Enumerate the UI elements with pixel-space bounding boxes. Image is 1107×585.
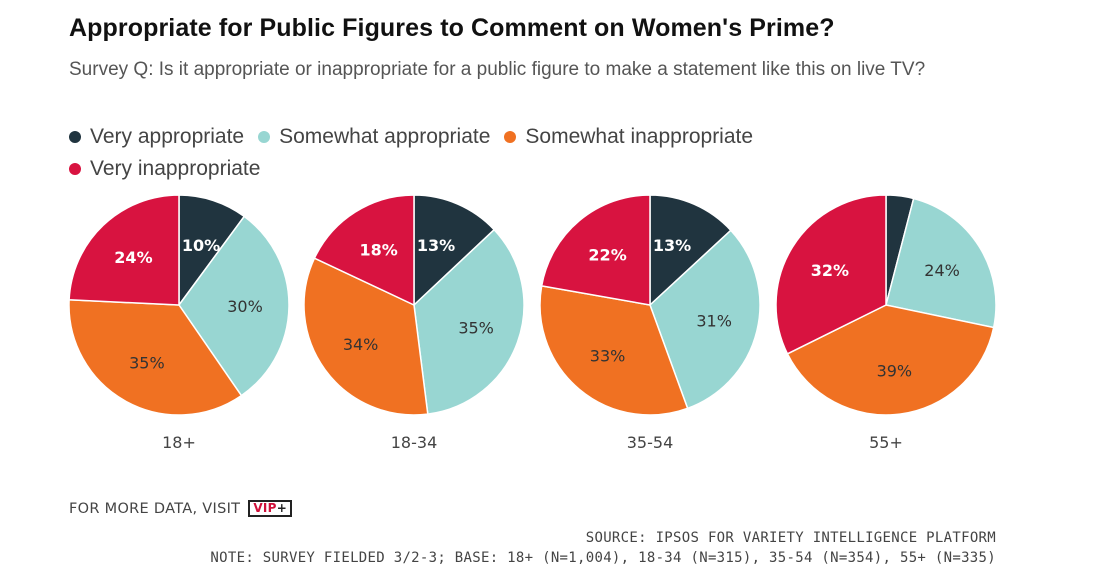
pie-18-34: 13% 35% 34% 18% 18-34 — [303, 194, 525, 452]
source-note: SOURCE: IPSOS FOR VARIETY INTELLIGENCE P… — [585, 530, 996, 546]
pie-charts: 10% 30% 35% 24% 18+ 13% 35% 34% 18% 18-34 13% 31% 33… — [68, 194, 997, 452]
legend-label-somewhat-appropriate: Somewhat appropriate — [279, 125, 491, 148]
data-label-35-54-very-appropriate: 13% — [653, 236, 691, 255]
data-label-18-34-very-inappropriate: 18% — [359, 240, 397, 259]
visit-text: FOR MORE DATA, VISIT — [69, 500, 241, 517]
data-label-55-somewhat-inappropriate: 39% — [877, 361, 913, 380]
legend-dot-very-inappropriate — [69, 163, 81, 175]
data-label-55-very-inappropriate: 32% — [811, 261, 849, 280]
slice-18-34-very-appropriate — [413, 194, 496, 307]
slice-55-somewhat-appropriate — [885, 197, 997, 329]
legend: Very appropriate Somewhat appropriate So… — [69, 121, 969, 185]
pie-18: 10% 30% 35% 24% 18+ — [68, 194, 290, 452]
chart-title: Appropriate for Public Figures to Commen… — [69, 14, 835, 42]
legend-item-somewhat-inappropriate: Somewhat inappropriate — [504, 121, 753, 153]
slice-18-34-very-inappropriate — [313, 194, 415, 307]
data-label-35-54-very-inappropriate: 22% — [588, 245, 626, 264]
data-label-18-somewhat-inappropriate: 35% — [129, 354, 165, 373]
pie-caption-55: 55+ — [869, 433, 903, 452]
legend-item-somewhat-appropriate: Somewhat appropriate — [258, 121, 490, 153]
base-note: NOTE: SURVEY FIELDED 3/2-3; BASE: 18+ (N… — [210, 550, 996, 566]
slice-35-54-very-appropriate — [649, 194, 732, 307]
legend-dot-somewhat-appropriate — [258, 131, 271, 143]
slice-18-somewhat-appropriate — [178, 215, 290, 397]
footer-visit: FOR MORE DATA, VISIT VIP+ — [69, 500, 293, 517]
legend-label-very-inappropriate: Very inappropriate — [90, 157, 261, 180]
pie-35-54: 13% 31% 33% 22% 35-54 — [539, 194, 761, 452]
pie-caption-18-34: 18-34 — [391, 433, 438, 452]
data-label-18-somewhat-appropriate: 30% — [227, 297, 263, 316]
slice-55-very-inappropriate — [775, 194, 887, 355]
data-label-18-34-very-appropriate: 13% — [417, 236, 455, 255]
slice-18-34-somewhat-appropriate — [413, 228, 525, 415]
slice-35-54-somewhat-inappropriate — [539, 285, 689, 416]
legend-label-very-appropriate: Very appropriate — [90, 125, 245, 148]
slice-35-54-somewhat-appropriate — [649, 229, 761, 410]
slice-55-somewhat-inappropriate — [786, 304, 995, 416]
chart-subtitle: Survey Q: Is it appropriate or inappropr… — [69, 59, 926, 80]
data-label-35-54-somewhat-appropriate: 31% — [696, 312, 732, 331]
legend-label-somewhat-inappropriate: Somewhat inappropriate — [525, 125, 754, 148]
slice-18-very-inappropriate — [68, 194, 180, 306]
pie-caption-35-54: 35-54 — [627, 433, 674, 452]
data-label-18-34-somewhat-inappropriate: 34% — [343, 335, 379, 354]
legend-dot-very-appropriate — [69, 131, 81, 143]
legend-item-very-appropriate: Very appropriate — [69, 121, 244, 153]
slice-35-54-very-inappropriate — [540, 194, 651, 306]
data-label-18-very-appropriate: 10% — [182, 236, 220, 255]
vip-text: VIP — [253, 501, 277, 515]
data-label-55-somewhat-appropriate: 24% — [924, 261, 960, 280]
slice-18-somewhat-inappropriate — [68, 298, 243, 416]
vip-plus-sign: + — [276, 501, 288, 515]
legend-item-very-inappropriate: Very inappropriate — [69, 153, 260, 185]
pie-caption-18: 18+ — [162, 433, 196, 452]
data-label-18-34-somewhat-appropriate: 35% — [458, 318, 494, 337]
data-label-18-very-inappropriate: 24% — [114, 248, 152, 267]
data-label-35-54-somewhat-inappropriate: 33% — [590, 347, 626, 366]
legend-dot-somewhat-inappropriate — [504, 131, 517, 143]
pie-55: 24% 39% 32% 55+ — [775, 194, 997, 452]
vip-plus-link[interactable]: VIP+ — [248, 500, 293, 517]
